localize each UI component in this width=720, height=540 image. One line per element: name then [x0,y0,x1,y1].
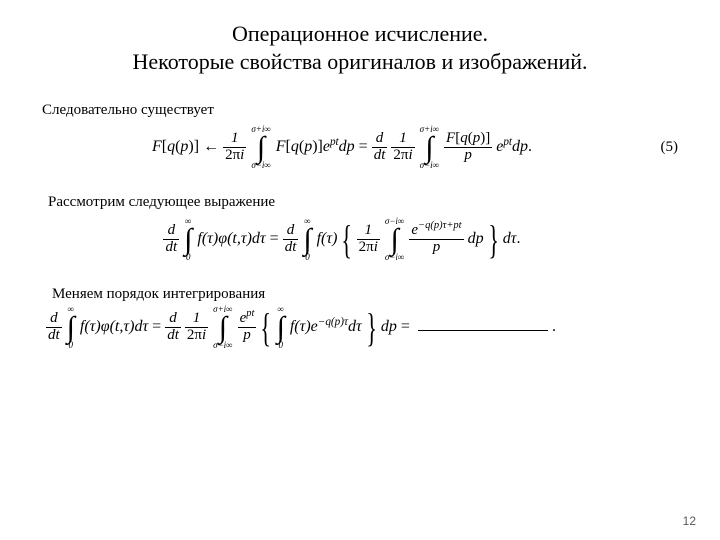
title-line-2: Некоторые свойства оригиналов и изображе… [132,49,587,74]
equation-5-number: (5) [642,139,678,156]
paragraph-1: Следовательно существует [42,102,678,119]
equation-phi-row: ddt ∞∫0 f(τ)φ(t,τ)dτ = ddt ∞∫0 f(τ) { 12… [42,217,678,262]
equation-swap-row: ddt ∞∫0 f(τ)φ(t,τ)dτ = ddt 12πi σ+i∞∫σ−i… [42,305,678,350]
equation-5-row: F[q(p)] ← 12πi σ+i∞∫σ−i∞ F[q(p)]eptdp = … [42,125,678,170]
slide-title: Операционное исчисление. Некоторые свойс… [0,20,720,75]
paragraph-3: Меняем порядок интегрирования [52,286,678,303]
equation-5: F[q(p)] ← 12πi σ+i∞∫σ−i∞ F[q(p)]eptdp = … [42,125,642,170]
equation-phi: ddt ∞∫0 f(τ)φ(t,τ)dτ = ddt ∞∫0 f(τ) { 12… [42,217,642,262]
title-line-1: Операционное исчисление. [232,21,488,46]
page-number: 12 [683,514,696,528]
fill-in-blank [418,316,548,331]
paragraph-2: Рассмотрим следующее выражение [48,194,678,211]
equation-swap: ddt ∞∫0 f(τ)φ(t,τ)dτ = ddt 12πi σ+i∞∫σ−i… [42,305,642,350]
slide-body: Следовательно существует F[q(p)] ← 12πi … [42,98,678,350]
